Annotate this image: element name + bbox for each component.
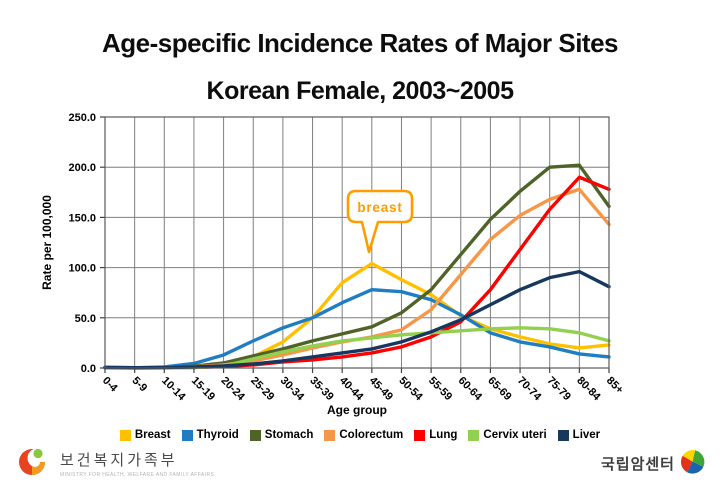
y-tick-label: 0.0 bbox=[81, 363, 96, 375]
x-axis-title: Age group bbox=[327, 403, 387, 417]
callout-bubble bbox=[346, 189, 414, 254]
legend-item-breast: Breast bbox=[119, 429, 171, 441]
footer-left-org-name: 보건복지가족부 bbox=[60, 452, 178, 469]
y-axis-title: Rate per 100,000 bbox=[40, 195, 54, 290]
legend-item-thyroid: Thyroid bbox=[181, 429, 239, 441]
x-tick-label: 30-34 bbox=[278, 375, 307, 404]
legend-swatch bbox=[557, 429, 569, 441]
footer-left-org: 보건복지가족부 MINISTRY FOR HEALTH, WELFARE AND… bbox=[16, 443, 214, 479]
x-tick-label: 0-4 bbox=[100, 375, 120, 395]
footer-right-org-name: 국립암센터 bbox=[600, 456, 675, 473]
x-tick-label: 40-44 bbox=[337, 375, 366, 404]
footer-right-org: 국립암센터 bbox=[601, 448, 706, 475]
x-tick-label: 50-54 bbox=[396, 375, 425, 404]
y-tick-label: 250.0 bbox=[68, 112, 96, 124]
legend-label: Colorectum bbox=[339, 429, 404, 441]
legend-label: Cervix uteri bbox=[483, 429, 547, 441]
breast-callout: breast bbox=[346, 189, 414, 254]
chart-title-line1: Age-specific Incidence Rates of Major Si… bbox=[102, 28, 619, 58]
x-tick-label: 45-49 bbox=[367, 375, 395, 403]
legend-swatch bbox=[468, 429, 480, 441]
x-tick-label: 70-74 bbox=[515, 375, 544, 404]
y-tick-label: 150.0 bbox=[68, 212, 96, 224]
series-line-liver bbox=[103, 269, 611, 370]
footer-left-org-name-en: MINISTRY FOR HEALTH, WELFARE AND FAMILY … bbox=[60, 472, 215, 478]
x-tick-label: 5-9 bbox=[130, 375, 150, 395]
legend: Breast Thyroid Stomach Colorectum Lung Cervix… bbox=[0, 429, 720, 441]
legend-swatch bbox=[414, 429, 426, 441]
legend-swatch bbox=[119, 429, 131, 441]
y-tick-label: 200.0 bbox=[68, 162, 96, 174]
x-tick-label: 80-84 bbox=[574, 375, 603, 404]
plot-frame bbox=[104, 116, 610, 369]
legend-label: Stomach bbox=[264, 429, 314, 441]
ncc-logo-icon bbox=[680, 450, 705, 474]
series-line-cervix-uteri bbox=[103, 326, 611, 370]
x-tick-label: 65-69 bbox=[485, 375, 513, 403]
y-tick-label: 100.0 bbox=[68, 263, 96, 275]
x-tick-label: 55-59 bbox=[426, 375, 454, 403]
legend-item-cervix-uteri: Cervix uteri bbox=[468, 429, 547, 441]
x-tick-label: 15-19 bbox=[189, 375, 217, 403]
y-tick-label: 50.0 bbox=[75, 313, 96, 325]
callout-label: breast bbox=[357, 200, 402, 215]
x-tick-label: 20-24 bbox=[218, 375, 247, 404]
x-tick-label: 35-39 bbox=[307, 375, 335, 403]
x-tick-label: 60-64 bbox=[456, 375, 485, 404]
legend-item-lung: Lung bbox=[414, 429, 457, 441]
legend-swatch bbox=[324, 429, 336, 441]
legend-label: Breast bbox=[134, 429, 171, 441]
legend-swatch bbox=[249, 429, 261, 441]
legend-label: Thyroid bbox=[196, 429, 239, 441]
x-tick-label: 75-79 bbox=[545, 375, 573, 403]
x-tick-label: 25-29 bbox=[248, 375, 276, 403]
legend-label: Liver bbox=[572, 429, 601, 441]
x-tick-label: 10-14 bbox=[159, 375, 188, 404]
chart-title-line2: Korean Female, 2003~2005 bbox=[206, 77, 514, 105]
mohw-logo-icon bbox=[19, 448, 47, 475]
series-line-thyroid bbox=[103, 287, 611, 370]
legend-swatch bbox=[181, 429, 193, 441]
legend-item-colorectum: Colorectum bbox=[324, 429, 403, 441]
legend-item-liver: Liver bbox=[557, 429, 601, 441]
x-tick-label: 85+ bbox=[604, 375, 626, 397]
axes: 0.0 50.0 100.0 150.0 200.0 250.0 0-4 5-9 10-14 15… bbox=[40, 112, 626, 417]
legend-label: Lung bbox=[429, 429, 458, 441]
legend-item-stomach: Stomach bbox=[249, 429, 314, 441]
